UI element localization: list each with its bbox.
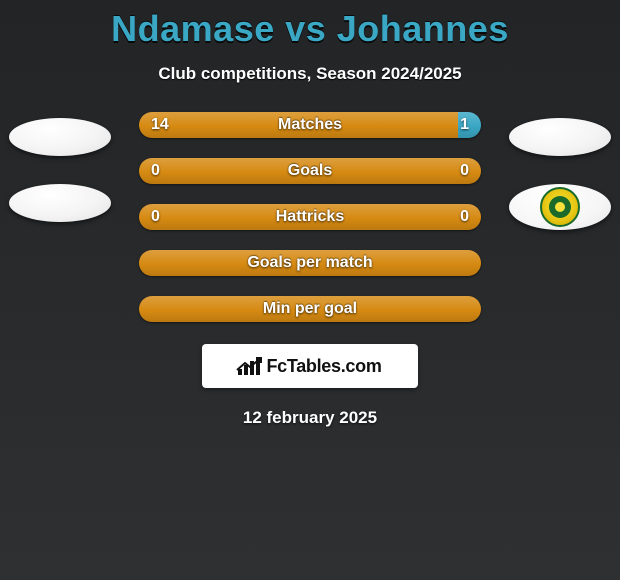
- team-logo-placeholder: [9, 118, 111, 156]
- comparison-bars: 141Matches 00Goals 00Hattricks Goals per ma…: [139, 112, 481, 322]
- stat-bar: 141Matches: [139, 112, 481, 138]
- right-team-logos: [500, 118, 620, 230]
- bar-fill-left: [139, 250, 481, 276]
- sundowns-badge-icon: [540, 187, 580, 227]
- fctables-logo-icon: [238, 357, 260, 375]
- team-logo-placeholder: [9, 184, 111, 222]
- subtitle: Club competitions, Season 2024/2025: [0, 64, 620, 84]
- stat-bar: 00Hattricks: [139, 204, 481, 230]
- stat-bar: 00Goals: [139, 158, 481, 184]
- bar-fill-left: [139, 296, 481, 322]
- stat-bar: Goals per match: [139, 250, 481, 276]
- date-text: 12 february 2025: [0, 408, 620, 428]
- team-logo-sundowns: [509, 184, 611, 230]
- bar-fill-left: [139, 204, 481, 230]
- bar-fill-right: [458, 112, 481, 138]
- left-team-logos: [0, 118, 120, 222]
- bar-fill-left: [139, 112, 458, 138]
- team-logo-placeholder: [509, 118, 611, 156]
- branding-text: FcTables.com: [266, 356, 381, 377]
- stat-bar: Min per goal: [139, 296, 481, 322]
- page-title: Ndamase vs Johannes: [0, 0, 620, 50]
- branding-box[interactable]: FcTables.com: [202, 344, 418, 388]
- bar-fill-left: [139, 158, 481, 184]
